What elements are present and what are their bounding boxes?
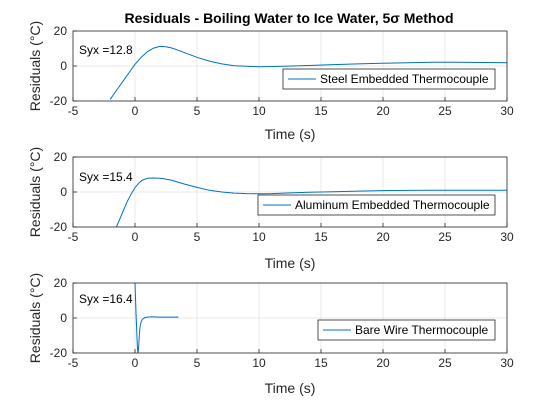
y-tick-label: 20 bbox=[54, 24, 68, 38]
legend-label: Aluminum Embedded Thermocouple bbox=[295, 198, 490, 212]
y-axis-label: Residuals (°C) bbox=[27, 147, 43, 237]
y-tick-label: 0 bbox=[60, 185, 67, 199]
y-tick-label: 0 bbox=[60, 311, 67, 325]
chart-title: Residuals - Boiling Water to Ice Water, … bbox=[124, 10, 453, 26]
y-tick-label: -20 bbox=[50, 346, 68, 360]
x-tick-label: 30 bbox=[500, 104, 514, 118]
x-tick-label: 5 bbox=[194, 104, 201, 118]
x-axis-label: Time (s) bbox=[265, 255, 316, 271]
x-axis-label: Time (s) bbox=[265, 126, 316, 142]
syx-annotation: Syx =15.4 bbox=[79, 170, 133, 184]
x-tick-label: 15 bbox=[314, 104, 328, 118]
y-tick-label: 0 bbox=[60, 59, 67, 73]
x-tick-label: -5 bbox=[68, 230, 79, 244]
legend-box bbox=[257, 194, 496, 216]
legend-label: Bare Wire Thermocouple bbox=[355, 323, 488, 337]
legend-label: Steel Embedded Thermocouple bbox=[320, 72, 489, 86]
x-tick-label: 0 bbox=[132, 230, 139, 244]
subplot-3: -5 0 5 10 15 20 25 30 -20 0 20 Syx =16.4 Bare Wire… bbox=[27, 273, 514, 396]
syx-annotation: Syx =16.4 bbox=[79, 292, 133, 306]
x-tick-label: 10 bbox=[252, 230, 266, 244]
subplot-2: -5 0 5 10 15 20 25 30 -20 0 20 Syx =15.4 Aluminum … bbox=[27, 147, 514, 271]
x-tick-label: -5 bbox=[68, 356, 79, 370]
legend: Steel Embedded Thermocouple bbox=[282, 68, 496, 90]
x-tick-label: 30 bbox=[500, 230, 514, 244]
x-tick-label: 0 bbox=[132, 104, 139, 118]
y-axis-label: Residuals (°C) bbox=[27, 21, 43, 111]
legend: Aluminum Embedded Thermocouple bbox=[257, 194, 496, 216]
x-tick-label: 10 bbox=[252, 356, 266, 370]
legend-box bbox=[317, 319, 496, 341]
x-tick-label: 5 bbox=[194, 356, 201, 370]
x-tick-label: 20 bbox=[376, 356, 390, 370]
series-line bbox=[115, 177, 507, 228]
x-tick-label: 25 bbox=[438, 104, 452, 118]
x-tick-label: 25 bbox=[438, 230, 452, 244]
legend: Bare Wire Thermocouple bbox=[317, 319, 496, 341]
y-tick-label: -20 bbox=[50, 94, 68, 108]
x-tick-label: 20 bbox=[376, 230, 390, 244]
x-tick-label: 15 bbox=[314, 356, 328, 370]
x-tick-label: 20 bbox=[376, 104, 390, 118]
x-tick-label: -5 bbox=[68, 104, 79, 118]
y-tick-label: 20 bbox=[54, 150, 68, 164]
syx-annotation: Syx =12.8 bbox=[79, 43, 133, 57]
subplot-1: -5 0 5 10 15 20 25 30 -20 0 20 Syx =12.8 Steel Emb… bbox=[27, 21, 514, 142]
y-tick-label: 20 bbox=[54, 276, 68, 290]
series-line bbox=[134, 282, 179, 354]
x-tick-label: 15 bbox=[314, 230, 328, 244]
x-tick-label: 10 bbox=[252, 104, 266, 118]
x-tick-label: 5 bbox=[194, 230, 201, 244]
y-tick-label: -20 bbox=[50, 220, 68, 234]
x-axis-label: Time (s) bbox=[265, 380, 316, 396]
x-tick-label: 30 bbox=[500, 356, 514, 370]
x-tick-label: 0 bbox=[132, 356, 139, 370]
y-axis-label: Residuals (°C) bbox=[27, 273, 43, 363]
legend-box bbox=[282, 68, 496, 90]
x-tick-label: 25 bbox=[438, 356, 452, 370]
series-line bbox=[109, 45, 508, 100]
